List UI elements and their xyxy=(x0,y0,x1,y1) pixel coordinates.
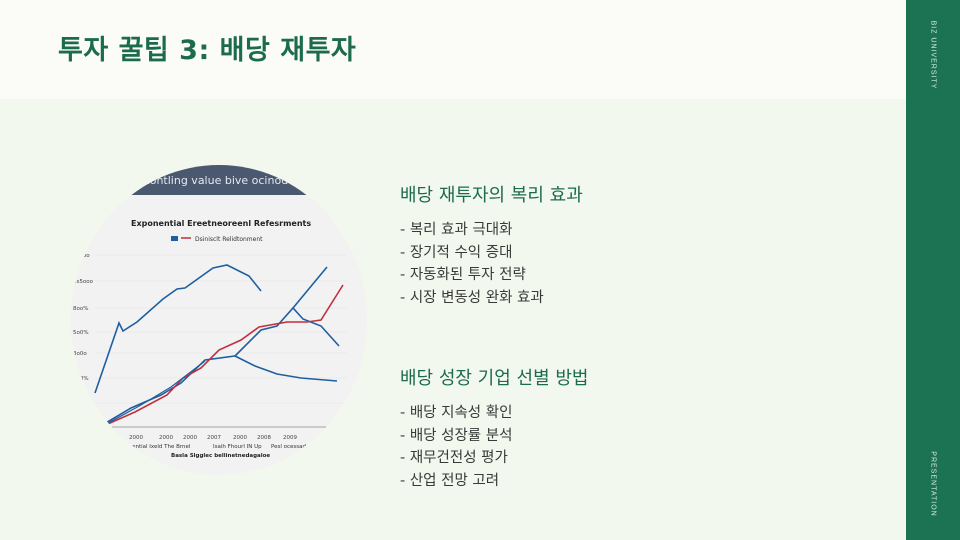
bullet-list: - 배당 지속성 확인 - 배당 성장률 분석 - 재무건전성 평가 - 산업 … xyxy=(400,402,589,492)
blue-series-spike-line xyxy=(292,266,328,309)
x-tick-label: 2000 xyxy=(129,435,143,441)
side-bottom-label: PRESENTATION xyxy=(929,451,937,517)
bullet-item: - 배당 지속성 확인 xyxy=(400,405,513,421)
bullet-item: - 산업 전망 고려 xyxy=(400,472,500,489)
x-tick-label: 2000 xyxy=(183,435,197,441)
y-tick-label: 8oo% xyxy=(73,306,88,312)
bullet-item: - 복리 효과 극대화 xyxy=(400,222,513,238)
section-selection-method: 배당 성장 기업 선별 방법 - 배당 지속성 확인 - 배당 성장률 분석 -… xyxy=(400,364,589,492)
section-heading: 배당 성장 기업 선별 방법 xyxy=(400,368,589,389)
x-tick-label: 2000 xyxy=(159,435,173,441)
footer-legend-3: Pesl ocessad xyxy=(271,444,306,450)
image-caption: Basla Slgglec bellinetnedagaloe xyxy=(171,453,270,459)
chart-photo: Esstontling value bive ocinodelt Exponen… xyxy=(71,165,367,475)
x-tick-label: 2008 xyxy=(257,435,271,441)
image-chart-title: Exponential Ereetneoreenl Refesrments xyxy=(131,219,311,228)
red-series-line xyxy=(100,284,344,428)
header-band xyxy=(0,0,906,99)
image-legend-text: Dsinisclt Relidtonment xyxy=(195,236,263,243)
y-tick-label: 3o0o xyxy=(73,351,87,357)
x-tick-label: 2000 xyxy=(233,435,247,441)
blue-series-upper-line xyxy=(94,264,262,394)
x-tick-label: 2007 xyxy=(207,435,221,441)
legend-swatch-blue xyxy=(171,236,178,241)
bullet-item: - 장기적 수익 증대 xyxy=(400,244,513,261)
image-banner-text: Esstontling value bive ocinodelt xyxy=(127,174,303,187)
side-top-label: BIZ UNIVERSITY xyxy=(929,20,937,90)
y-tick-label: 1o0% xyxy=(73,401,89,407)
section-heading: 배당 재투자의 복리 효과 xyxy=(400,185,583,206)
y-tick-label: 5o0% xyxy=(73,330,89,336)
bullet-item: - 자동화된 투자 전략 xyxy=(400,267,526,283)
x-tick-label: 200 xyxy=(101,435,112,441)
bullet-item: - 재무건전성 평가 xyxy=(400,450,508,466)
y-tick-label: 1s8oo xyxy=(73,253,90,259)
bullet-list: - 복리 효과 극대화 - 장기적 수익 증대 - 자동화된 투자 전략 - 시… xyxy=(400,219,583,309)
y-tick-label: 5o0% xyxy=(73,376,89,382)
section-compound-effect: 배당 재투자의 복리 효과 - 복리 효과 극대화 - 장기적 수익 증대 - … xyxy=(400,181,583,309)
footer-legend-2: Isaih Fhourl IN Up xyxy=(213,444,262,450)
blue-series-early-line xyxy=(100,360,206,428)
gridlines xyxy=(95,254,347,404)
side-bar xyxy=(906,0,960,540)
bullet-item: - 시장 변동성 완화 효과 xyxy=(400,289,544,306)
footer-legend-1: Exponential Ixeld The Brnel xyxy=(115,444,191,450)
y-tick-label: 1s5ooo xyxy=(73,279,94,285)
x-tick-label: 2009 xyxy=(283,435,297,441)
slide-title: 투자 꿀팁 3: 배당 재투자 xyxy=(58,35,357,66)
bullet-item: - 배당 성장률 분석 xyxy=(400,427,513,444)
